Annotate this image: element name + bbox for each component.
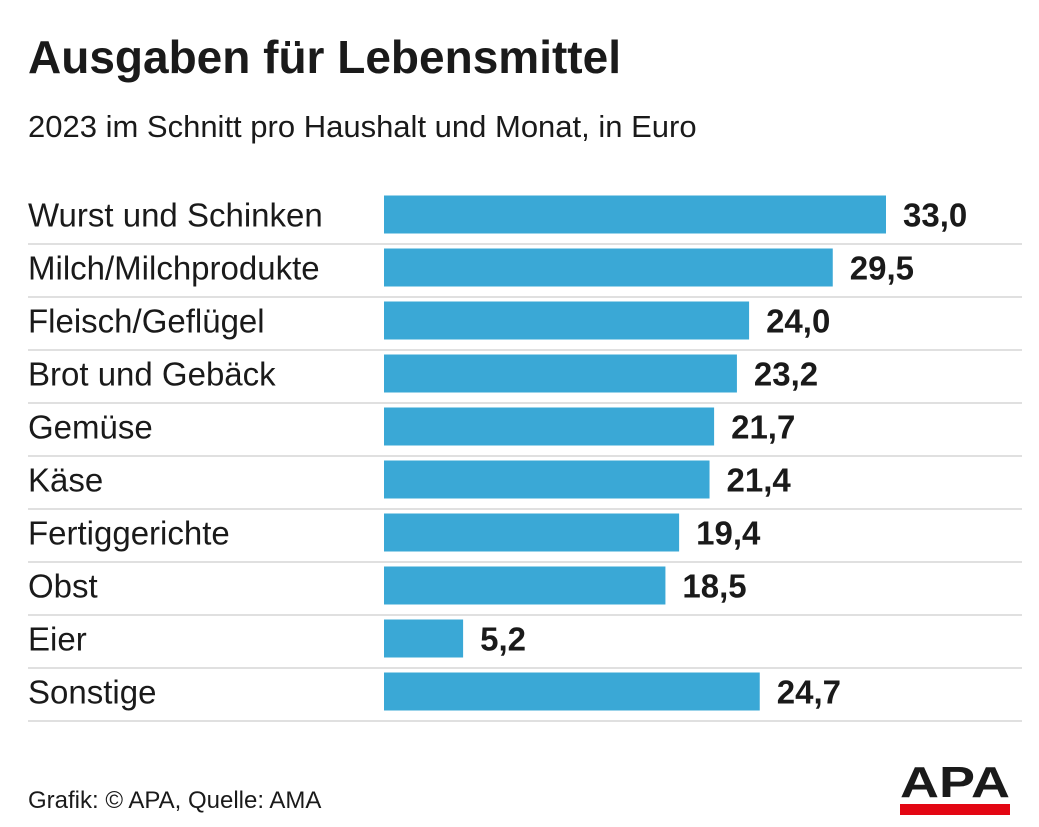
category-label: Obst [28, 568, 98, 605]
bar-row: Wurst und Schinken 33,0 [28, 195, 1022, 245]
bar-row: Milch/Milchprodukte 29,5 [28, 248, 1022, 298]
category-label: Fleisch/Geflügel [28, 303, 265, 340]
bar-chart: Wurst und Schinken 33,0 Milch/Milchprodukt… [28, 195, 1022, 722]
bar [384, 248, 833, 287]
bar-row: Sonstige 24,7 [28, 672, 1022, 722]
category-label: Milch/Milchprodukte [28, 250, 320, 287]
bar-row: Fleisch/Geflügel 24,0 [28, 301, 1022, 351]
bar-row: Käse 21,4 [28, 460, 1022, 510]
value-label: 5,2 [480, 621, 526, 658]
bar-row: Obst 18,5 [28, 566, 1022, 616]
bar-row: Gemüse 21,7 [28, 407, 1022, 457]
value-label: 24,7 [777, 674, 841, 711]
apa-logo-wordmark: APA [900, 763, 1010, 807]
category-label: Fertiggerichte [28, 515, 230, 552]
bar [384, 460, 710, 499]
chart-title: Ausgaben für Lebensmittel [28, 31, 621, 83]
bar [384, 354, 737, 393]
category-label: Eier [28, 621, 87, 658]
value-label: 18,5 [682, 568, 746, 605]
value-label: 21,4 [727, 462, 792, 499]
source-credit: Grafik: © APA, Quelle: AMA [28, 787, 322, 814]
bar [384, 301, 750, 340]
category-label: Käse [28, 462, 103, 499]
category-label: Sonstige [28, 674, 156, 711]
category-label: Wurst und Schinken [28, 197, 323, 234]
bar-row: Fertiggerichte 19,4 [28, 513, 1022, 563]
value-label: 21,7 [731, 409, 795, 446]
apa-logo-accent-bar [900, 804, 1010, 815]
category-label: Brot und Gebäck [28, 356, 276, 393]
bar [384, 407, 715, 446]
value-label: 24,0 [766, 303, 830, 340]
bar [384, 619, 464, 658]
bar [384, 195, 886, 234]
value-label: 19,4 [696, 515, 761, 552]
chart-subtitle: 2023 im Schnitt pro Haushalt und Monat, … [28, 109, 697, 144]
value-label: 33,0 [903, 197, 967, 234]
bar [384, 566, 666, 605]
bar [384, 513, 680, 552]
value-label: 29,5 [850, 250, 914, 287]
category-label: Gemüse [28, 409, 153, 446]
bar [384, 672, 760, 711]
bar-row: Brot und Gebäck 23,2 [28, 354, 1022, 404]
apa-logo: APA [900, 763, 1010, 815]
bar-row: Eier 5,2 [28, 619, 1022, 669]
value-label: 23,2 [754, 356, 818, 393]
